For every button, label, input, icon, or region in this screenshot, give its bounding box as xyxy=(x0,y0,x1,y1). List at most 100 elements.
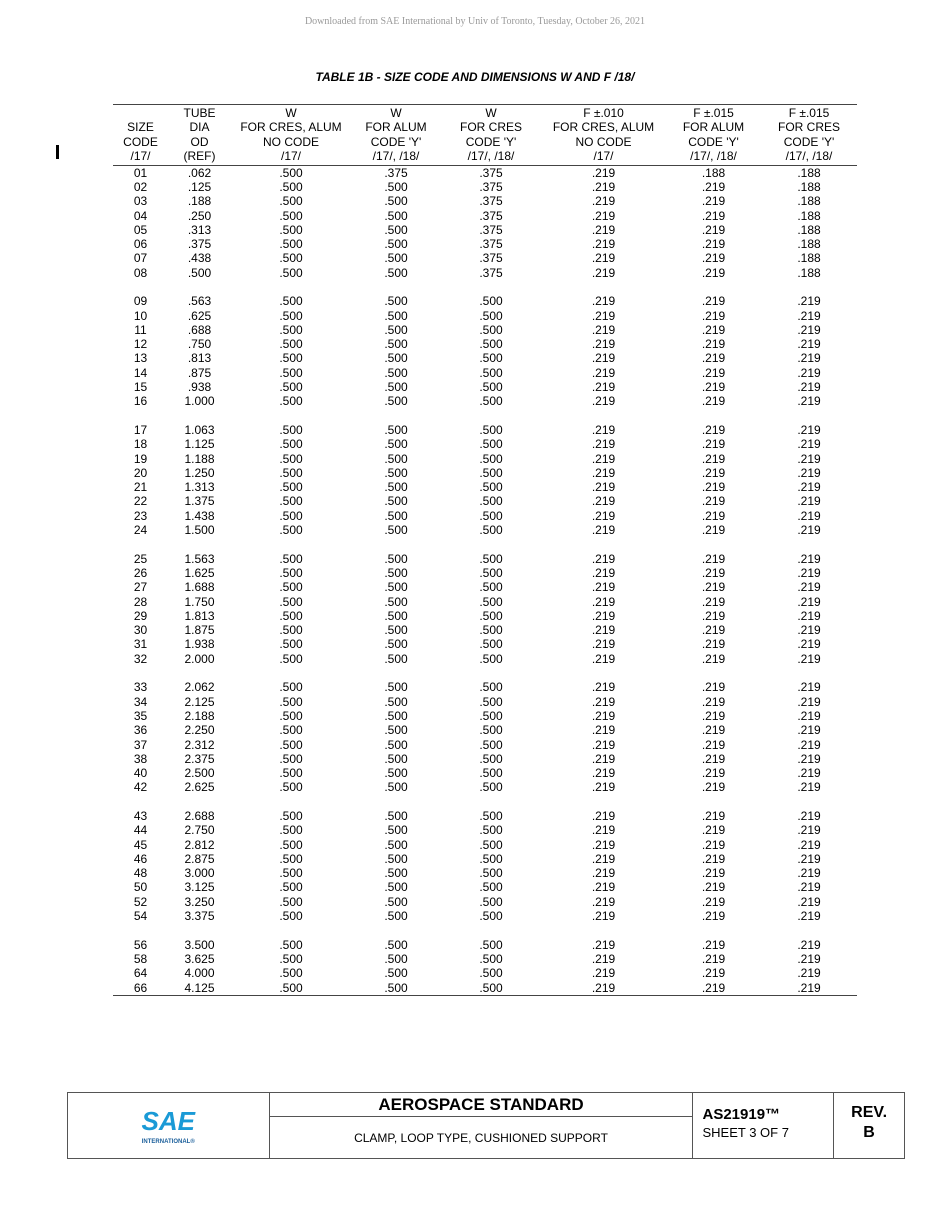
sae-logo: SAE INTERNATIONAL® xyxy=(68,1093,270,1158)
table-cell: .219 xyxy=(797,394,821,409)
table-cell: .219 xyxy=(701,780,726,795)
table-title: TABLE 1B - SIZE CODE AND DIMENSIONS W AN… xyxy=(315,70,635,84)
table-cell: 13 xyxy=(133,351,148,366)
table-cell: 11 xyxy=(134,322,147,337)
table-cell: .500 xyxy=(384,380,408,395)
table-cell: 3.625 xyxy=(184,951,215,966)
column-header-line: DIA xyxy=(189,120,210,135)
table-cell: .500 xyxy=(279,909,303,924)
table-cell: .219 xyxy=(701,808,726,823)
table-cell: 09 xyxy=(133,294,148,309)
table-cell: .500 xyxy=(384,951,408,966)
table-cell: 48 xyxy=(133,866,148,881)
table-row: 21 1.313 .500 .500 .500 .219 .219 .219 xyxy=(113,480,857,494)
table-cell: .219 xyxy=(797,422,821,437)
table-cell: .500 xyxy=(279,308,303,323)
table-cell: .219 xyxy=(701,308,726,323)
table-cell: .500 xyxy=(384,222,408,237)
column-header-line: SIZE xyxy=(127,120,154,135)
table-row: 43 2.688 .500 .500 .500 .219 .219 .219 xyxy=(113,809,857,823)
table-row: 03 .188 .500 .500 .375 .219 .219 .188 xyxy=(113,194,857,208)
table-cell: .219 xyxy=(591,165,616,180)
table-cell: .500 xyxy=(479,894,503,909)
table-cell: .500 xyxy=(384,351,408,366)
table-cell: .219 xyxy=(701,222,726,237)
table-cell: .219 xyxy=(701,422,726,437)
table-row: 45 2.812 .500 .500 .500 .219 .219 .219 xyxy=(113,838,857,852)
table-row: 06 .375 .500 .500 .375 .219 .219 .188 xyxy=(113,237,857,251)
table-cell: .500 xyxy=(384,837,408,852)
table-cell: .500 xyxy=(384,294,408,309)
title-block: SAE INTERNATIONAL® AEROSPACE STANDARD CL… xyxy=(67,1092,905,1159)
table-cell: .500 xyxy=(279,680,303,695)
document-title: CLAMP, LOOP TYPE, CUSHIONED SUPPORT xyxy=(354,1131,608,1145)
table-cell: 24 xyxy=(133,523,148,538)
table-cell: .219 xyxy=(701,651,726,666)
table-cell: .219 xyxy=(701,265,726,280)
table-cell: .500 xyxy=(384,265,408,280)
table-cell: .500 xyxy=(479,866,503,881)
table-cell: .219 xyxy=(701,394,726,409)
table-cell: .375 xyxy=(479,194,503,209)
table-cell: .219 xyxy=(797,866,821,881)
table-cell: 1.000 xyxy=(184,394,215,409)
table-cell: 26 xyxy=(133,565,148,580)
table-cell: .500 xyxy=(279,637,303,652)
table-cell: .500 xyxy=(479,680,503,695)
table-cell: .500 xyxy=(384,451,408,466)
column-header-line: NO CODE xyxy=(262,134,319,149)
table-cell: .500 xyxy=(279,608,303,623)
column-header: F ±.015 FOR CRES CODE 'Y'/17/, /18/ xyxy=(761,104,857,166)
table-cell: .188 xyxy=(797,179,821,194)
table-cell: .125 xyxy=(187,179,212,194)
table-cell: .500 xyxy=(479,437,503,452)
table-row: 27 1.688 .500 .500 .500 .219 .219 .219 xyxy=(113,580,857,594)
column-header: W FOR CRES CODE 'Y'/17/, /18/ xyxy=(441,104,541,166)
table-cell: .500 xyxy=(279,494,303,509)
table-cell: 35 xyxy=(133,708,148,723)
table-cell: 33 xyxy=(133,680,148,695)
table-cell: 28 xyxy=(133,594,148,609)
table-cell: .500 xyxy=(279,751,303,766)
table-cell: .500 xyxy=(279,480,303,495)
table-cell: .375 xyxy=(479,265,503,280)
table-cell: .219 xyxy=(701,966,726,981)
table-cell: 1.750 xyxy=(184,594,215,609)
table-cell: .500 xyxy=(279,808,303,823)
table-cell: .219 xyxy=(797,837,821,852)
table-cell: .219 xyxy=(591,551,616,566)
table-cell: 2.500 xyxy=(184,766,215,781)
table-cell: .500 xyxy=(384,523,408,538)
table-cell: .219 xyxy=(701,623,726,638)
table-cell: .500 xyxy=(479,637,503,652)
table-cell: 03 xyxy=(133,194,148,209)
table-cell: .219 xyxy=(591,294,616,309)
table-cell: .219 xyxy=(701,580,726,595)
table-cell: .219 xyxy=(797,365,821,380)
table-row: 46 2.875 .500 .500 .500 .219 .219 .219 xyxy=(113,852,857,866)
table-row: 09 .563 .500 .500 .500 .219 .219 .219 xyxy=(113,294,857,308)
table-cell: .500 xyxy=(384,808,408,823)
table-cell: .500 xyxy=(384,766,408,781)
table-row: 37 2.312 .500 .500 .500 .219 .219 .219 xyxy=(113,738,857,752)
table-cell: .219 xyxy=(701,565,726,580)
table-cell: .219 xyxy=(701,723,726,738)
table-cell: 2.062 xyxy=(184,680,215,695)
table-cell: .219 xyxy=(591,337,616,352)
table-cell: .219 xyxy=(797,294,821,309)
table-cell: .500 xyxy=(384,337,408,352)
table-cell: .500 xyxy=(279,451,303,466)
table-cell: .219 xyxy=(701,322,726,337)
table-cell: 2.625 xyxy=(184,780,215,795)
column-header-line: CODE xyxy=(123,134,158,149)
table-row: 50 3.125 .500 .500 .500 .219 .219 .219 xyxy=(113,880,857,894)
column-header-line: /17/ xyxy=(593,149,614,164)
table-cell: 50 xyxy=(133,880,148,895)
column-header: TUBE DIA OD (REF) xyxy=(168,104,231,166)
table-row: 23 1.438 .500 .500 .500 .219 .219 .219 xyxy=(113,509,857,523)
column-header-line: FOR CRES, ALUM xyxy=(240,120,342,135)
table-cell: 1.563 xyxy=(184,551,215,566)
table-cell: .219 xyxy=(591,894,616,909)
table-cell: .219 xyxy=(591,580,616,595)
table-cell: 2.188 xyxy=(184,708,215,723)
